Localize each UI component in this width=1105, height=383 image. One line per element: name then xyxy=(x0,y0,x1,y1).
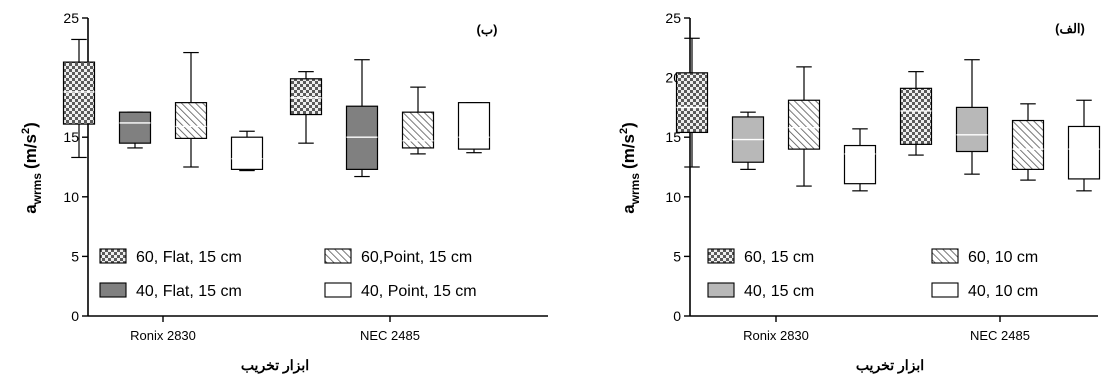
box-hatch xyxy=(787,66,821,187)
box-hatch xyxy=(174,51,208,168)
legend-label: 60,Point, 15 cm xyxy=(361,249,472,266)
x-tick-label: NEC 2485 xyxy=(360,328,420,343)
box-iqr xyxy=(955,106,989,153)
legend-swatch xyxy=(707,248,735,264)
legend-swatch xyxy=(324,248,352,264)
legend: 60, 15 cm 40, 15 cm 60, 10 cm 40, 10 cm xyxy=(707,248,1038,300)
box-iqr xyxy=(787,99,821,150)
box-light xyxy=(731,111,765,170)
legend-label: 60, 10 cm xyxy=(968,249,1038,266)
y-axis-label-sup: 2 xyxy=(618,128,630,134)
y-axis-label-unit: (m/s xyxy=(21,134,40,169)
legend-label: 40, Point, 15 cm xyxy=(361,283,477,300)
y-axis-label-close: ) xyxy=(619,122,638,128)
box-iqr xyxy=(1067,125,1101,180)
panel-label: (الف) xyxy=(1055,21,1085,36)
y-tick-label: 15 xyxy=(665,129,681,145)
panel-label: (ب) xyxy=(477,22,498,37)
y-tick-label: 0 xyxy=(673,308,681,324)
box-hatch xyxy=(1011,103,1045,181)
y-axis-label: awrms (m/s2) xyxy=(618,122,642,214)
box-checker xyxy=(899,71,933,156)
y-tick-label: 15 xyxy=(63,129,79,145)
box-iqr xyxy=(401,111,435,149)
y-tick-label: 5 xyxy=(673,248,681,264)
y-tick-label: 25 xyxy=(665,10,681,26)
box-white xyxy=(457,102,491,154)
y-tick-label: 10 xyxy=(63,189,79,205)
y-tick-label: 10 xyxy=(665,189,681,205)
legend-label: 60, Flat, 15 cm xyxy=(136,249,242,266)
legend-label: 40, Flat, 15 cm xyxy=(136,283,242,300)
legend-label: 40, 10 cm xyxy=(968,283,1038,300)
y-axis-label-sub: wrms xyxy=(30,173,44,206)
x-axis-label: ابزار تخریب xyxy=(241,357,309,374)
y-tick-label: 5 xyxy=(71,248,79,264)
y-tick-label: 0 xyxy=(71,308,79,324)
y-axis-label: awrms (m/s2) xyxy=(20,122,44,214)
box-white xyxy=(843,128,877,192)
y-axis-label-close: ) xyxy=(21,122,40,128)
x-axis-label: ابزار تخریب xyxy=(856,357,924,374)
legend-label: 60, 15 cm xyxy=(744,249,814,266)
x-tick-label: Ronix 2830 xyxy=(130,328,196,343)
box-light xyxy=(955,59,989,175)
box-iqr xyxy=(230,136,264,170)
legend-swatch xyxy=(931,248,959,264)
box-hatch xyxy=(401,86,435,155)
box-iqr xyxy=(899,87,933,145)
y-axis-label-main: a xyxy=(21,204,40,214)
legend-swatch xyxy=(99,282,127,298)
legend-swatch xyxy=(99,248,127,264)
box-iqr xyxy=(289,78,323,116)
box-dark xyxy=(345,59,379,178)
box-iqr xyxy=(675,72,709,134)
y-tick-label: 25 xyxy=(63,10,79,26)
box-iqr xyxy=(843,144,877,185)
box-dark xyxy=(118,111,152,149)
legend-swatch xyxy=(931,282,959,298)
box-checker xyxy=(289,71,323,144)
legend-label: 40, 15 cm xyxy=(744,283,814,300)
legend-swatch xyxy=(324,282,352,298)
x-tick-label: Ronix 2830 xyxy=(743,328,809,343)
x-tick-label: NEC 2485 xyxy=(970,328,1030,343)
legend: 60, Flat, 15 cm 40, Flat, 15 cm 60,Point, … xyxy=(99,248,477,300)
box-checker xyxy=(62,38,96,159)
y-axis-label-unit: (m/s xyxy=(619,134,638,169)
legend-swatch xyxy=(707,282,735,298)
box-checker xyxy=(675,37,709,168)
y-axis-label-sup: 2 xyxy=(20,128,32,134)
y-axis-label-sub: wrms xyxy=(628,173,642,206)
box-iqr xyxy=(118,111,152,144)
box-iqr xyxy=(174,102,208,139)
box-white xyxy=(1067,99,1101,192)
box-iqr xyxy=(1011,119,1045,170)
box-iqr xyxy=(457,102,491,150)
y-axis-label-main: a xyxy=(619,204,638,214)
box-white xyxy=(230,130,264,172)
box-iqr xyxy=(62,61,96,125)
